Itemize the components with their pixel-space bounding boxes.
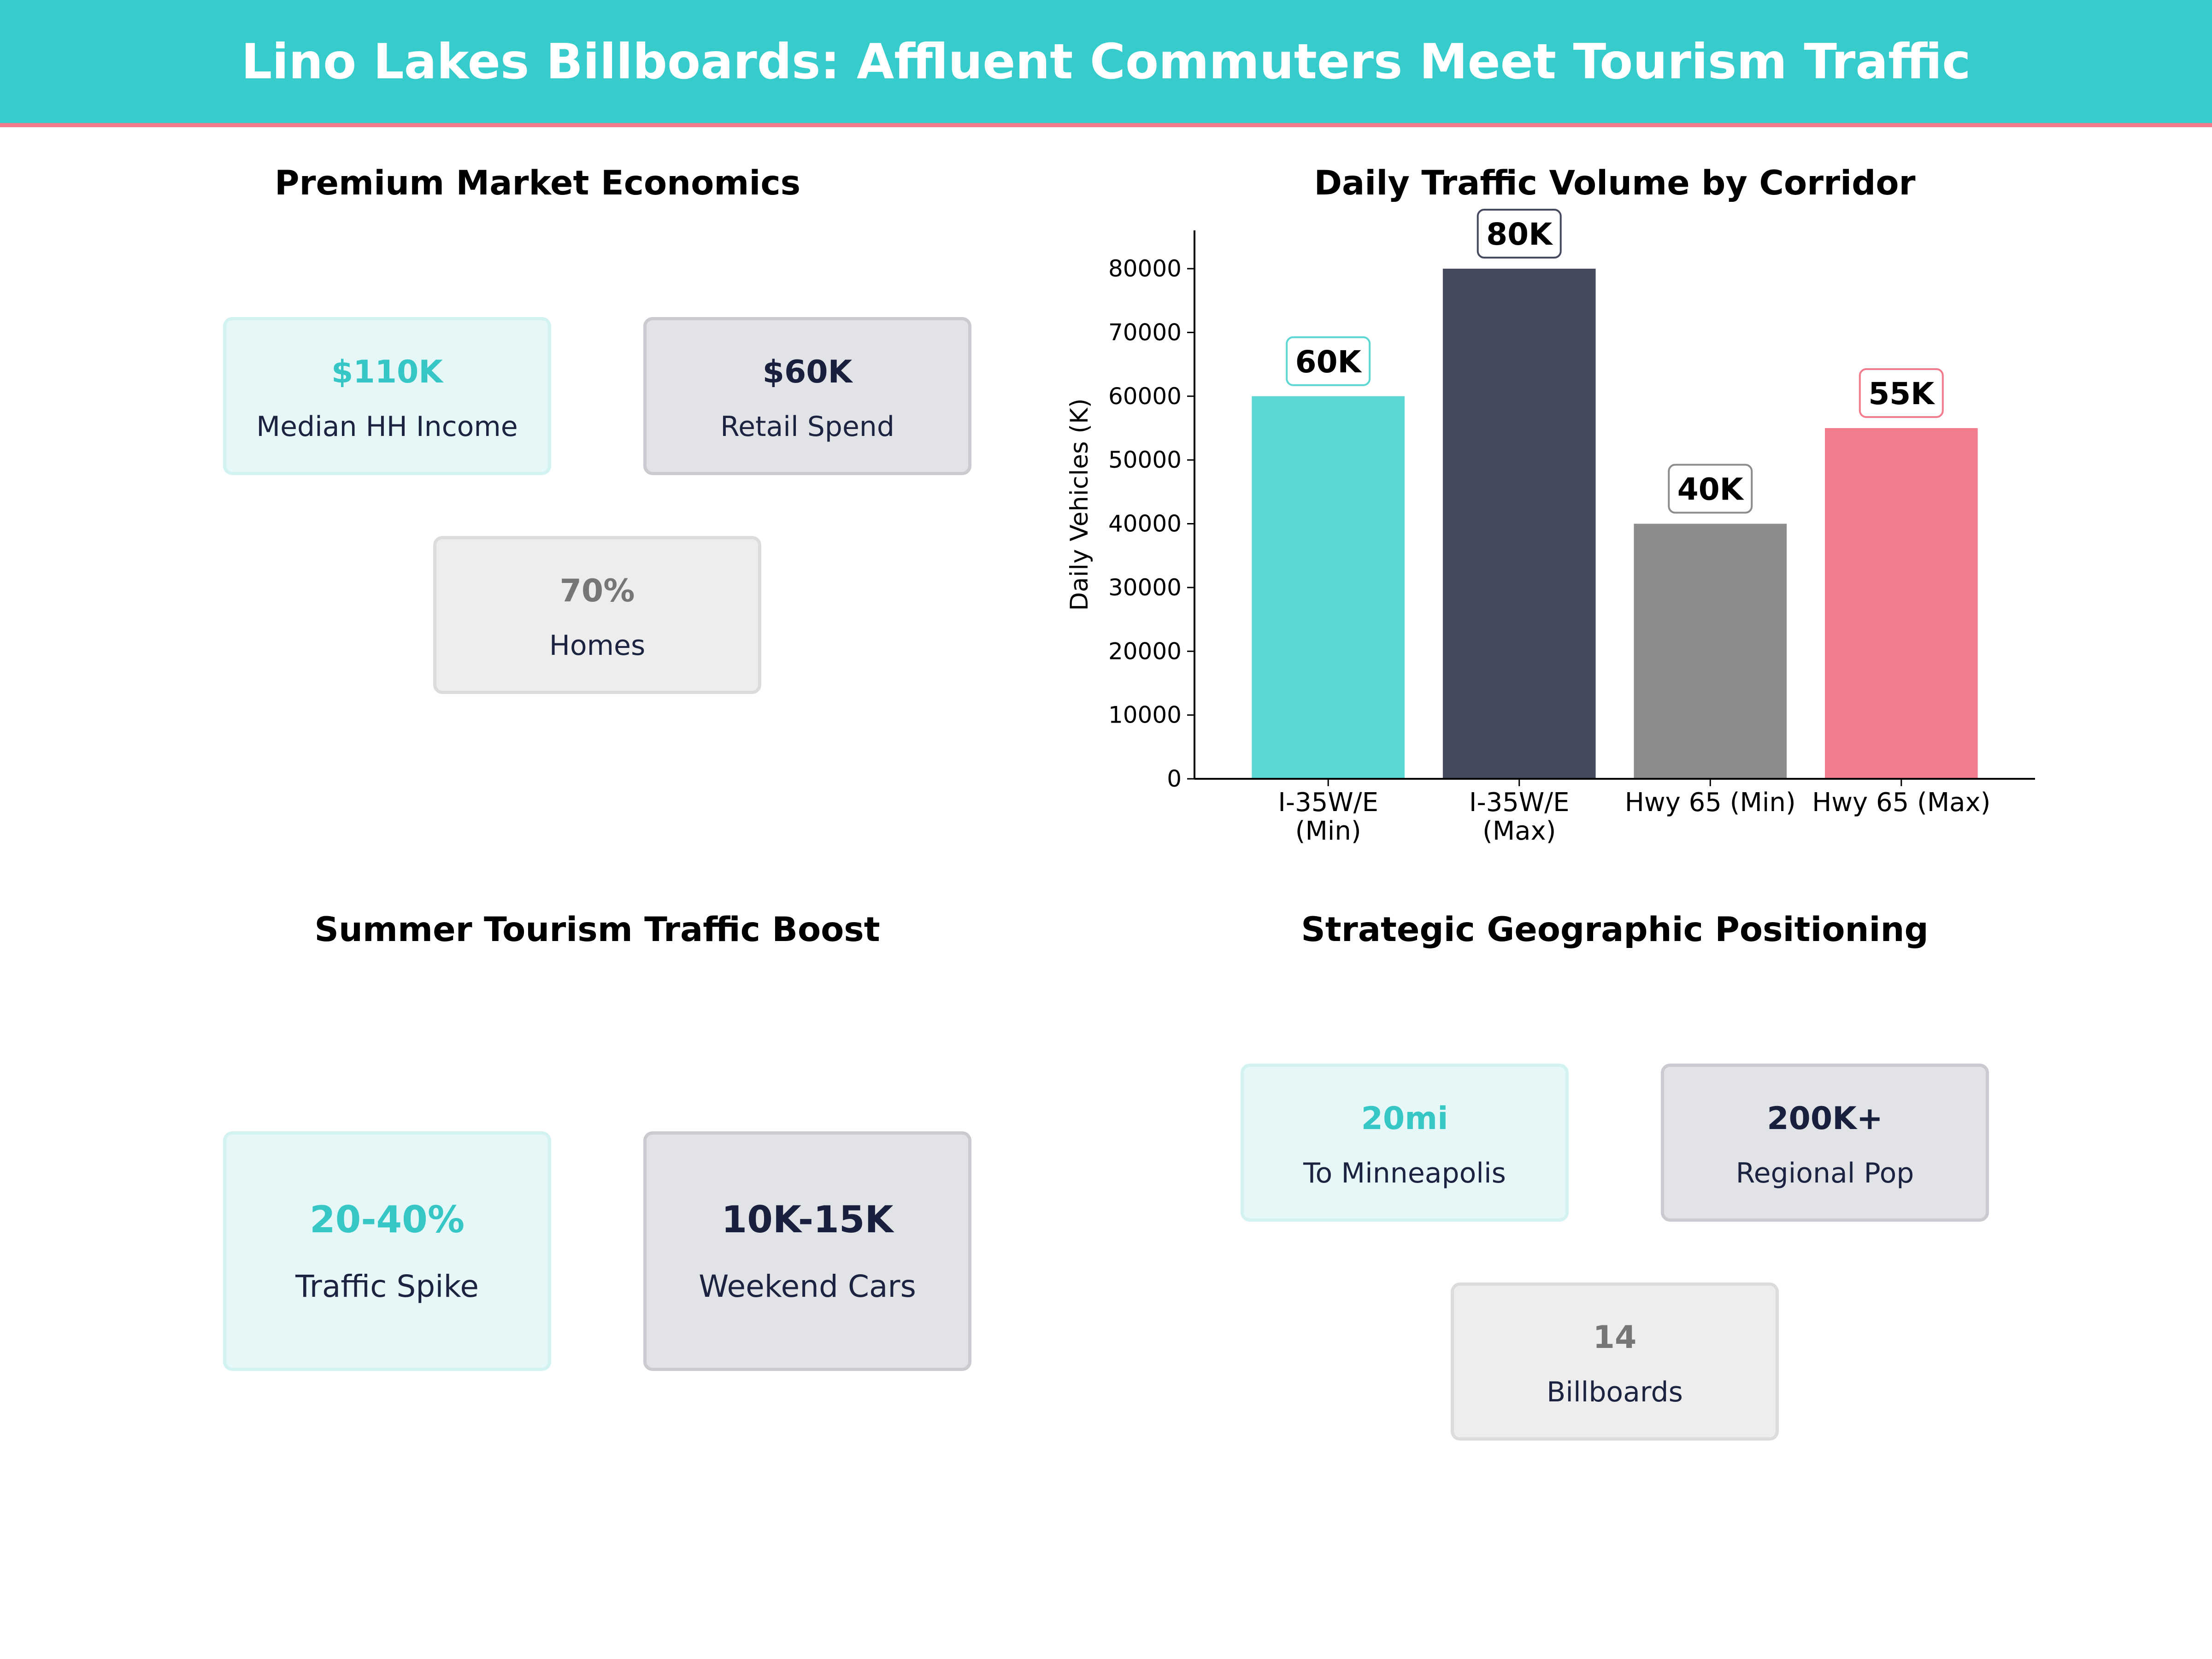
bar	[1442, 269, 1596, 779]
y-tick-label: 50000	[1108, 447, 1182, 473]
page-title: Lino Lakes Billboards: Affluent Commuter…	[241, 33, 1971, 90]
stat-value: 20mi	[1361, 1100, 1448, 1137]
stat-label: Regional Pop	[1735, 1157, 1914, 1189]
retail-spend-stat-card: $60K Retail Spend	[643, 317, 971, 475]
x-tick-label: (Min)	[1295, 816, 1361, 846]
stat-label: Retail Spend	[720, 411, 894, 443]
stat-value: 200K+	[1767, 1100, 1883, 1137]
tourism-panel-title: Summer Tourism Traffic Boost	[314, 910, 880, 949]
header-banner: Lino Lakes Billboards: Affluent Commuter…	[0, 0, 2212, 127]
y-tick-label: 30000	[1108, 574, 1182, 601]
stat-value: $60K	[762, 354, 853, 390]
x-tick-label: I-35W/E	[1278, 788, 1378, 818]
data-label: 80K	[1486, 217, 1553, 252]
bar	[1252, 396, 1405, 779]
stat-value: 14	[1593, 1319, 1637, 1356]
homes-stat-card: 70% Homes	[433, 536, 761, 694]
y-tick-label: 40000	[1108, 511, 1182, 537]
geography-panel-title: Strategic Geographic Positioning	[1301, 910, 1929, 949]
stat-value: 70%	[559, 573, 635, 609]
x-tick-label: (Max)	[1483, 816, 1556, 846]
traffic-panel-title: Daily Traffic Volume by Corridor	[1314, 164, 1916, 203]
y-tick-label: 60000	[1108, 383, 1182, 410]
bar	[1634, 524, 1787, 779]
weekend-cars-stat-card: 10K-15K Weekend Cars	[643, 1131, 971, 1371]
regional-pop-stat-card: 200K+ Regional Pop	[1661, 1064, 1989, 1222]
data-label-box	[1859, 368, 1944, 418]
bar	[1825, 428, 1978, 779]
distance-stat-card: 20mi To Minneapolis	[1241, 1064, 1569, 1222]
y-tick-label: 10000	[1108, 702, 1182, 729]
y-tick-label: 80000	[1108, 255, 1182, 282]
billboards-stat-card: 14 Billboards	[1451, 1282, 1779, 1441]
stat-value: $110K	[331, 354, 443, 390]
stat-label: Billboards	[1547, 1376, 1683, 1408]
stat-value: 10K-15K	[721, 1198, 894, 1241]
data-label-box	[1286, 336, 1371, 386]
traffic-spike-stat-card: 20-40% Traffic Spike	[223, 1131, 551, 1371]
economics-panel-title: Premium Market Economics	[275, 164, 801, 203]
x-tick-label: I-35W/E	[1469, 788, 1570, 818]
y-tick-label: 20000	[1108, 638, 1182, 665]
y-axis-label: Daily Vehicles (K)	[1065, 398, 1094, 611]
y-tick-label: 0	[1167, 765, 1182, 792]
x-tick-label: Hwy 65 (Max)	[1812, 788, 1990, 818]
stat-label: Weekend Cars	[699, 1269, 916, 1304]
data-label: 55K	[1868, 376, 1936, 412]
stat-label: Homes	[549, 629, 646, 662]
stat-label: Median HH Income	[256, 411, 518, 443]
income-stat-card: $110K Median HH Income	[223, 317, 551, 475]
data-label: 60K	[1295, 344, 1363, 380]
stat-value: 20-40%	[309, 1198, 465, 1241]
stat-label: Traffic Spike	[295, 1269, 479, 1304]
data-label-box	[1668, 464, 1753, 514]
x-tick-label: Hwy 65 (Min)	[1625, 788, 1796, 818]
data-label-box	[1477, 209, 1562, 259]
y-tick-label: 70000	[1108, 319, 1182, 346]
data-label: 40K	[1677, 472, 1745, 507]
stat-label: To Minneapolis	[1303, 1157, 1506, 1189]
